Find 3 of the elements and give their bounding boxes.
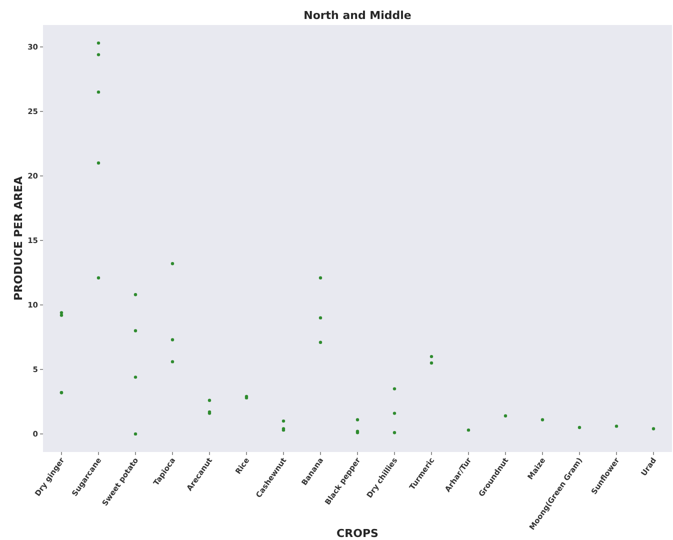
- y-axis-title: PRODUCE PER AREA: [12, 176, 25, 301]
- x-axis-title: CROPS: [336, 527, 379, 540]
- chart-title: North and Middle: [304, 9, 412, 22]
